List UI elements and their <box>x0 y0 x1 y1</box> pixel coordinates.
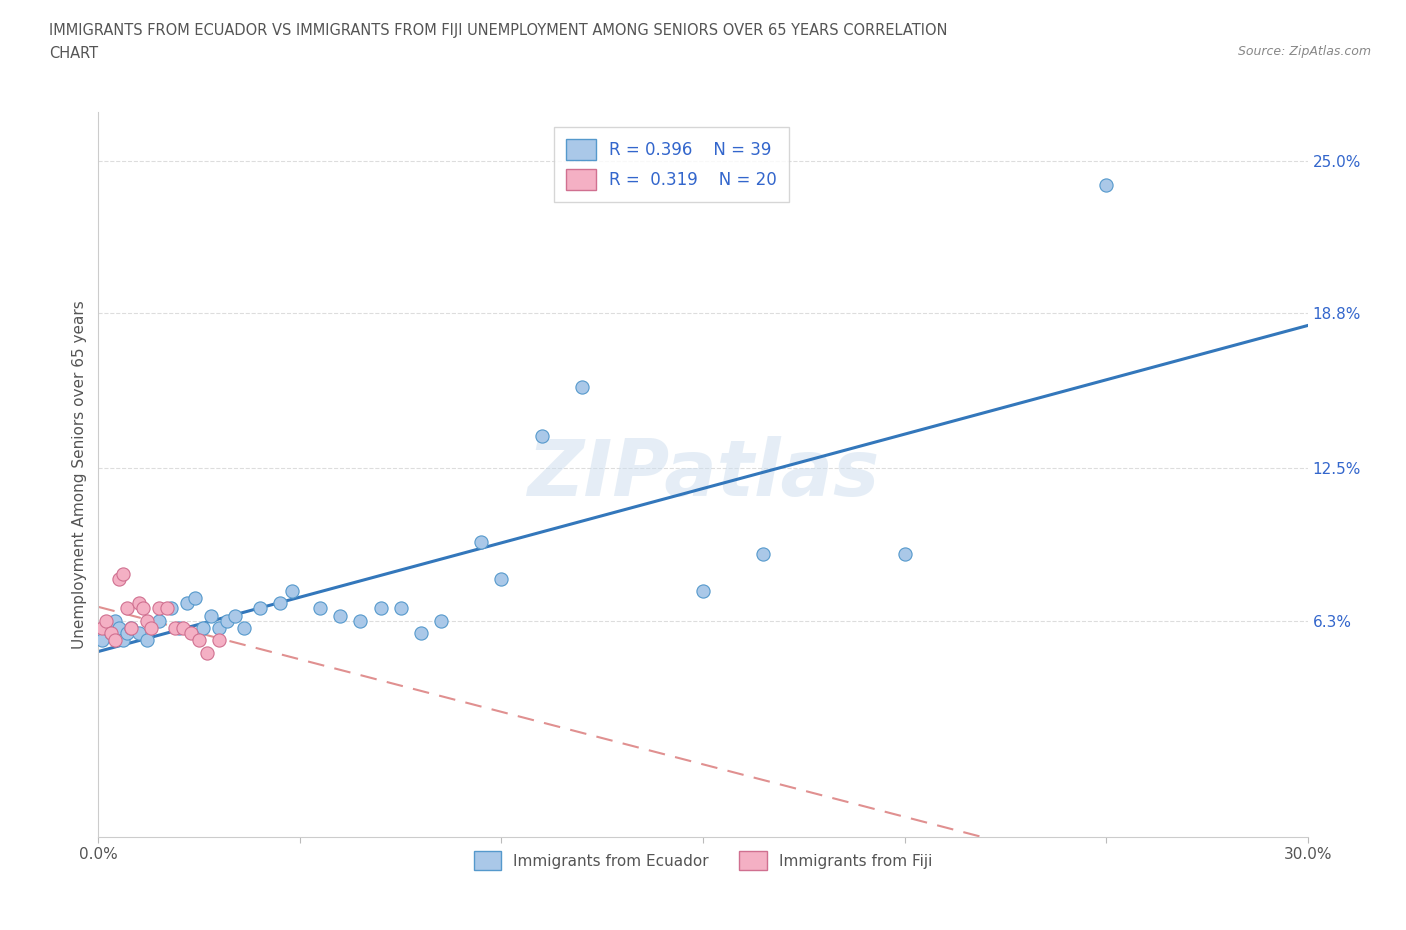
Point <box>160 601 183 616</box>
Point <box>100 626 122 641</box>
Text: ZIPatlas: ZIPatlas <box>527 436 879 512</box>
Point <box>281 584 304 599</box>
Point <box>148 613 170 628</box>
Point <box>530 429 553 444</box>
Point <box>249 601 271 616</box>
Point <box>100 626 122 641</box>
Point <box>571 379 593 394</box>
Point <box>217 613 239 628</box>
Point <box>91 632 114 647</box>
Point <box>184 591 207 606</box>
Point <box>430 613 453 628</box>
Point <box>135 613 157 628</box>
Point <box>195 645 218 660</box>
Point <box>389 601 412 616</box>
Point <box>115 626 138 641</box>
Point <box>91 620 114 635</box>
Point <box>491 571 513 586</box>
Text: CHART: CHART <box>49 46 98 61</box>
Point <box>893 547 915 562</box>
Point <box>208 632 231 647</box>
Point <box>167 620 190 635</box>
Point <box>180 626 202 641</box>
Y-axis label: Unemployment Among Seniors over 65 years: Unemployment Among Seniors over 65 years <box>72 300 87 649</box>
Point <box>163 620 186 635</box>
Point <box>96 613 118 628</box>
Point <box>172 620 194 635</box>
Point <box>103 613 125 628</box>
Point <box>103 632 125 647</box>
Point <box>269 596 291 611</box>
Point <box>232 620 254 635</box>
Point <box>692 584 714 599</box>
Point <box>470 535 492 550</box>
Point <box>176 596 198 611</box>
Point <box>128 626 150 641</box>
Point <box>107 620 129 635</box>
Text: IMMIGRANTS FROM ECUADOR VS IMMIGRANTS FROM FIJI UNEMPLOYMENT AMONG SENIORS OVER : IMMIGRANTS FROM ECUADOR VS IMMIGRANTS FR… <box>49 23 948 38</box>
Point <box>111 566 134 581</box>
Point <box>193 620 215 635</box>
Point <box>752 547 775 562</box>
Point <box>329 608 352 623</box>
Point <box>224 608 246 623</box>
Point <box>115 601 138 616</box>
Point <box>156 601 179 616</box>
Point <box>132 601 155 616</box>
Point <box>96 620 118 635</box>
Point <box>208 620 231 635</box>
Text: Source: ZipAtlas.com: Source: ZipAtlas.com <box>1237 45 1371 58</box>
Point <box>139 620 162 635</box>
Point <box>200 608 222 623</box>
Point <box>309 601 332 616</box>
Point <box>370 601 392 616</box>
Point <box>349 613 371 628</box>
Point <box>148 601 170 616</box>
Point <box>111 632 134 647</box>
Point <box>135 632 157 647</box>
Point <box>409 626 432 641</box>
Point <box>128 596 150 611</box>
Point <box>188 632 211 647</box>
Legend: Immigrants from Ecuador, Immigrants from Fiji: Immigrants from Ecuador, Immigrants from… <box>467 844 939 876</box>
Point <box>107 571 129 586</box>
Point <box>120 620 142 635</box>
Point <box>1095 178 1118 193</box>
Point <box>120 620 142 635</box>
